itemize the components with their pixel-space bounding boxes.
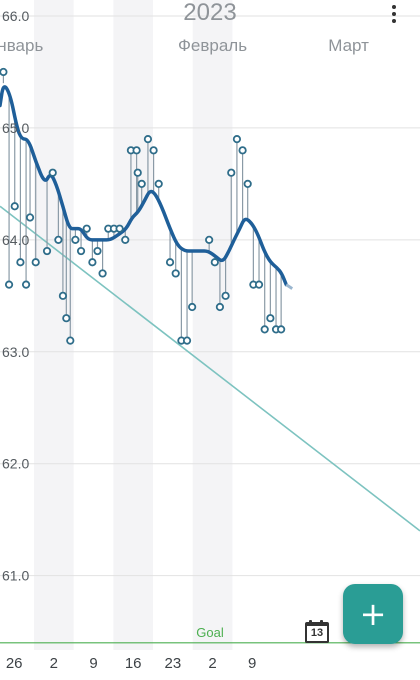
weight-point[interactable]	[165, 258, 175, 267]
weight-point[interactable]	[254, 280, 264, 289]
weight-point[interactable]	[227, 168, 236, 177]
weight-point[interactable]	[215, 302, 225, 312]
weight-point[interactable]	[58, 291, 68, 300]
weight-point[interactable]	[221, 291, 230, 300]
weight-point[interactable]	[188, 302, 197, 312]
calendar-day: 13	[305, 626, 329, 643]
weight-point[interactable]	[132, 146, 141, 155]
add-weight-button[interactable]: +	[343, 584, 403, 644]
weight-point[interactable]	[260, 325, 269, 334]
week-band	[113, 0, 154, 650]
weight-point[interactable]	[76, 246, 86, 256]
weight-point[interactable]	[48, 168, 57, 177]
calendar-ring	[320, 620, 323, 625]
weight-point[interactable]	[121, 235, 130, 244]
weight-point[interactable]	[31, 258, 40, 267]
weight-point[interactable]	[149, 146, 158, 155]
weight-point[interactable]	[243, 179, 252, 188]
trend-line	[0, 85, 288, 287]
month-labels: Январь Февраль Март	[0, 36, 369, 55]
weight-point[interactable]	[0, 67, 8, 77]
y-axis-labels: 66.0 65.0 64.0 63.0 62.0 61.0	[2, 8, 29, 584]
weight-point[interactable]	[10, 202, 19, 211]
weight-point[interactable]	[82, 224, 91, 233]
weight-point[interactable]	[54, 235, 63, 244]
calendar-icon[interactable]: 13	[305, 620, 329, 644]
weight-point[interactable]	[88, 258, 97, 267]
weight-point[interactable]	[232, 135, 242, 144]
weight-point[interactable]	[16, 258, 25, 267]
trend-extension	[285, 283, 294, 290]
weight-point[interactable]	[42, 246, 52, 256]
x-tick-label: 16	[125, 655, 142, 672]
weight-point[interactable]	[154, 179, 163, 188]
y-tick-label: 62.0	[2, 456, 29, 472]
x-tick-label: 26	[6, 655, 23, 672]
y-tick-label: 61.0	[2, 568, 29, 584]
weight-point[interactable]	[21, 280, 31, 289]
weight-point[interactable]	[143, 135, 153, 144]
week-band	[192, 0, 233, 650]
y-tick-label: 63.0	[2, 344, 29, 360]
weight-point[interactable]	[238, 146, 247, 155]
more-vert-icon[interactable]	[380, 2, 408, 26]
weight-point[interactable]	[266, 314, 275, 323]
year-label: 2023	[183, 0, 236, 26]
month-label: Январь	[0, 36, 43, 55]
weight-point[interactable]	[133, 168, 142, 177]
y-tick-label: 66.0	[2, 8, 29, 24]
weight-point[interactable]	[66, 336, 75, 345]
weight-point[interactable]	[4, 280, 14, 289]
weight-point[interactable]	[93, 246, 102, 256]
weight-point[interactable]	[71, 235, 80, 244]
y-tick-label: 65.0	[2, 120, 29, 136]
month-label: Февраль	[178, 36, 247, 55]
x-axis-labels: 26 2 9 16 23 2 9	[6, 655, 257, 672]
x-tick-label: 23	[165, 655, 182, 672]
menu-dot	[392, 12, 396, 16]
weight-point[interactable]	[62, 314, 71, 323]
x-tick-label: 9	[248, 655, 256, 672]
x-tick-label: 9	[89, 655, 97, 672]
weight-point[interactable]	[98, 269, 107, 278]
weight-points	[0, 67, 286, 345]
month-label: Март	[328, 36, 369, 55]
weight-point[interactable]	[205, 235, 214, 244]
weight-point[interactable]	[137, 179, 146, 188]
weight-point[interactable]	[210, 258, 219, 267]
weight-point[interactable]	[115, 224, 124, 233]
weight-point[interactable]	[182, 336, 192, 345]
calendar-ring	[309, 620, 312, 625]
y-tick-label: 64.0	[2, 232, 29, 248]
x-tick-label: 2	[50, 655, 58, 672]
week-band	[34, 0, 74, 650]
x-tick-label: 2	[208, 655, 216, 672]
menu-dot	[392, 5, 396, 9]
weight-point[interactable]	[277, 325, 286, 334]
weight-point[interactable]	[171, 269, 180, 278]
calendar-top	[305, 622, 329, 627]
menu-dot	[392, 19, 396, 23]
week-bands	[34, 0, 233, 650]
goal-label: Goal	[196, 625, 224, 640]
weight-point[interactable]	[25, 213, 35, 222]
